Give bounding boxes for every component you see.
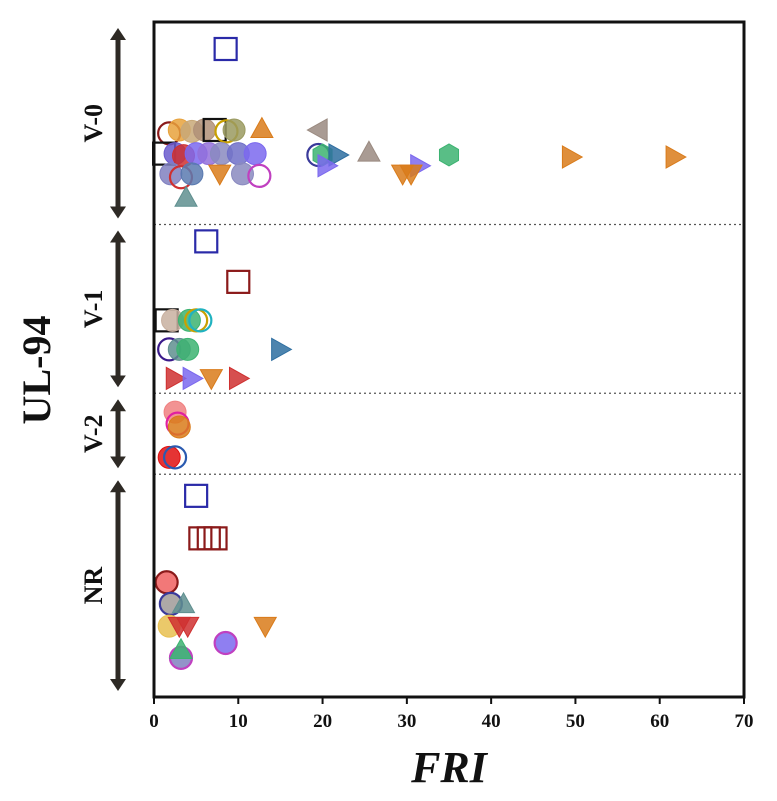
x-tick-label: 40 [482, 711, 501, 732]
data-point-square [226, 269, 251, 294]
data-point-circle [176, 337, 200, 361]
category-separators [154, 223, 744, 475]
data-point-triangle-up [171, 591, 196, 614]
x-tick-label: 60 [650, 711, 669, 732]
x-axis-label: FRI [410, 743, 489, 792]
data-point-triangle-right [182, 366, 204, 391]
x-tick-label: 30 [397, 711, 416, 732]
data-point-circle [243, 142, 267, 166]
data-point-triangle-right [228, 366, 251, 391]
data-point-triangle-right [165, 366, 188, 391]
data-point-circle [247, 163, 272, 188]
data-point-square [203, 526, 228, 551]
data-point-triangle-up [169, 637, 193, 660]
data-point-square [196, 526, 221, 551]
data-point-triangle-down [207, 164, 232, 186]
data-point-triangle-right [328, 143, 350, 167]
x-tick-label: 10 [229, 711, 248, 732]
plot-frame [152, 20, 746, 699]
data-point-square [184, 483, 209, 508]
data-point-triangle-down [399, 164, 423, 186]
data-point-triangle-up [250, 116, 274, 138]
category-label: V-1 [79, 290, 108, 329]
data-point-circle [180, 162, 204, 186]
data-point-circle [188, 308, 213, 333]
data-point-hexagon [438, 143, 460, 167]
data-points [152, 36, 687, 670]
data-point-circle [167, 415, 191, 439]
category-label: NR [79, 567, 108, 605]
x-tick-label: 0 [149, 711, 159, 732]
y-axis-label: UL-94 [14, 316, 59, 425]
data-point-triangle-right [317, 153, 339, 178]
data-point-circle [213, 630, 238, 656]
data-point-circle [157, 445, 181, 469]
data-point-triangle-right [271, 337, 293, 362]
x-tick-label: 50 [566, 711, 585, 732]
category-label: V-2 [79, 414, 108, 453]
x-tick-label: 20 [313, 711, 332, 732]
data-point-square [213, 36, 238, 62]
data-point-triangle-down [175, 616, 200, 639]
x-tick-label: 70 [735, 711, 754, 732]
data-point-square [194, 229, 219, 254]
data-point-triangle-down [199, 369, 224, 391]
x-axis-ticks: 0 10 20 30 40 50 60 70 [149, 697, 754, 732]
data-point-square [188, 526, 213, 551]
data-point-triangle-right [665, 145, 687, 169]
data-point-triangle-up [174, 185, 198, 207]
category-label: V-0 [79, 104, 108, 143]
data-point-triangle-left [306, 118, 328, 142]
data-point-triangle-up [357, 140, 381, 162]
data-point-triangle-right [561, 145, 584, 169]
category-bands: V-0 V-1 V-2 NR [79, 28, 126, 691]
data-point-circle [162, 445, 188, 470]
data-point-triangle-down [253, 616, 278, 639]
data-point-circle [222, 118, 246, 142]
